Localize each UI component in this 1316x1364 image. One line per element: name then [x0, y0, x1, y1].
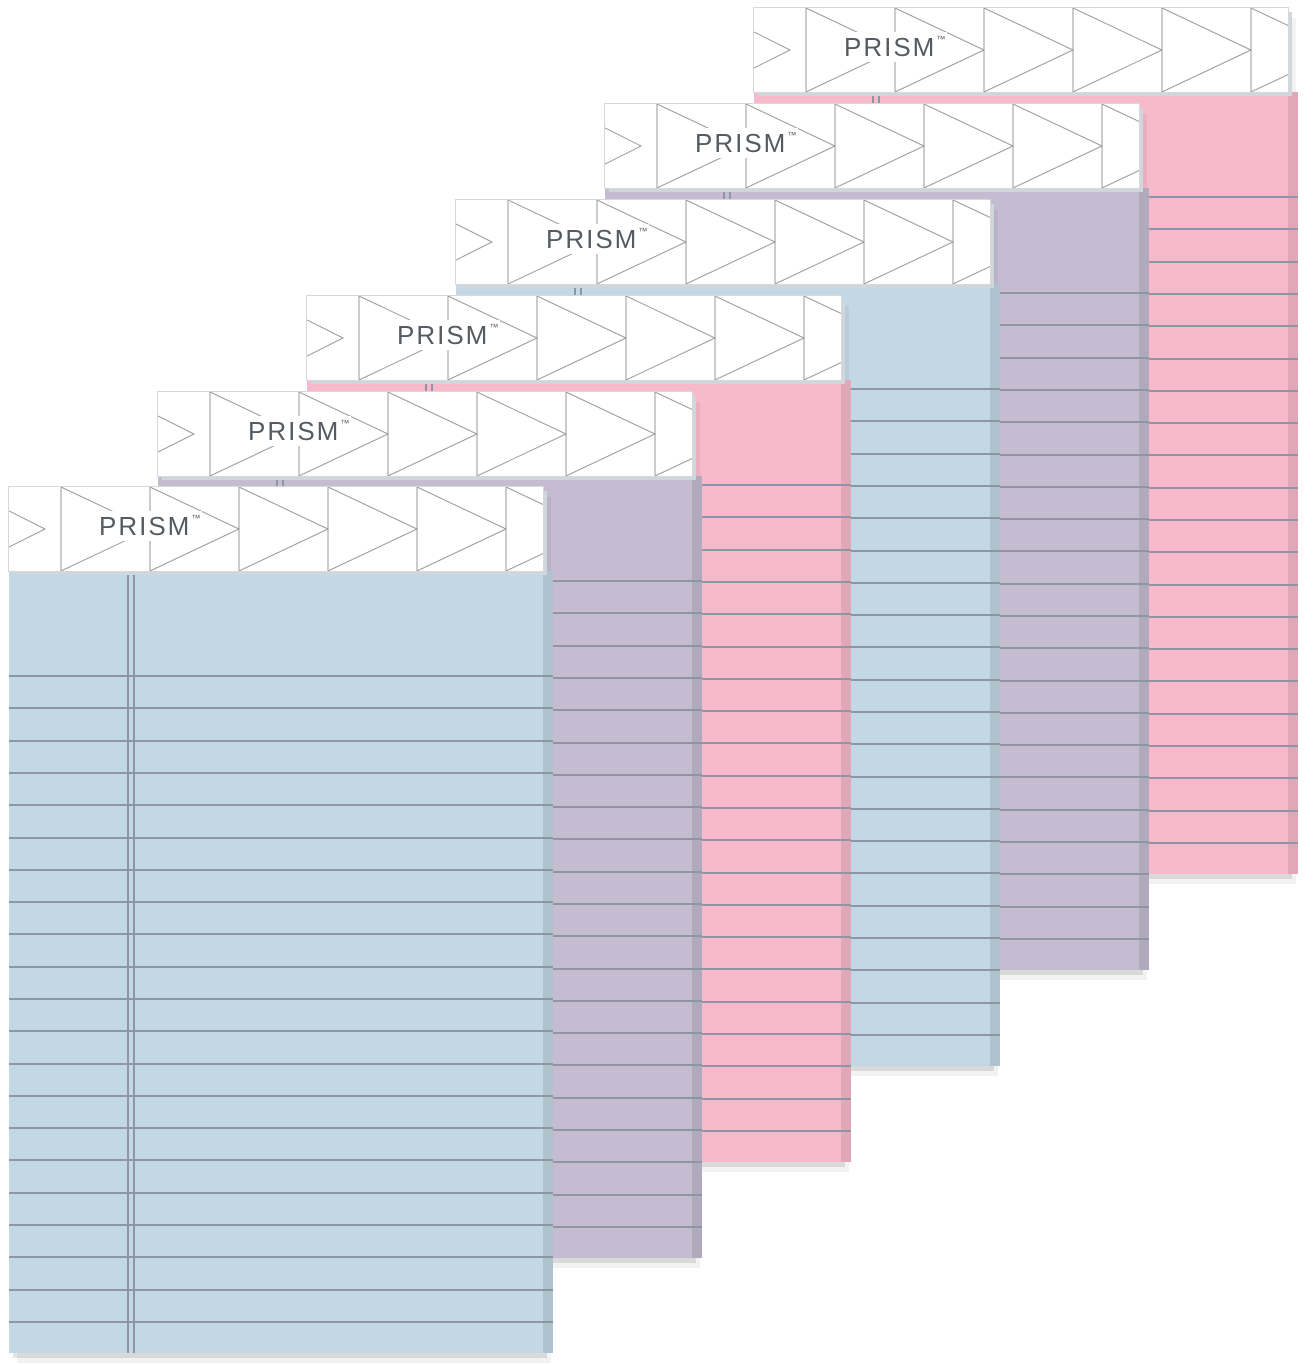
page-edge	[1288, 92, 1298, 874]
trademark-symbol: ™	[489, 322, 499, 332]
page-edge	[543, 571, 553, 1353]
pad-header: PRISM™	[754, 8, 1288, 92]
ruled-line	[9, 772, 553, 774]
notepad-blue: PRISM™	[9, 487, 553, 1353]
trademark-symbol: ™	[638, 226, 648, 236]
ruled-line	[9, 901, 553, 903]
brand-name: PRISM	[248, 416, 341, 446]
ruled-line	[9, 998, 553, 1000]
triangle-pattern	[158, 392, 692, 476]
brand-logo: PRISM™	[246, 416, 352, 446]
ruled-line	[9, 933, 553, 935]
ruled-line	[9, 966, 553, 968]
margin-line	[127, 571, 129, 1353]
page-edge	[692, 476, 702, 1258]
triangle-pattern	[9, 487, 543, 571]
brand-name: PRISM	[99, 511, 192, 541]
ruled-line	[9, 675, 553, 677]
page-edge	[1139, 188, 1149, 970]
triangle-pattern	[605, 104, 1139, 188]
ruled-line	[9, 1159, 553, 1161]
pad-header: PRISM™	[456, 200, 990, 284]
brand-name: PRISM	[397, 320, 490, 350]
ruled-line	[9, 804, 553, 806]
ruled-line	[9, 1256, 553, 1258]
pad-header: PRISM™	[158, 392, 692, 476]
ruled-line	[9, 740, 553, 742]
brand-logo: PRISM™	[395, 320, 501, 350]
pad-header: PRISM™	[9, 487, 543, 571]
margin-line	[133, 571, 135, 1353]
ruled-line	[9, 1063, 553, 1065]
ruled-line	[9, 1095, 553, 1097]
brand-name: PRISM	[546, 224, 639, 254]
ruled-line	[9, 1224, 553, 1226]
triangle-pattern	[307, 296, 841, 380]
ruled-line	[9, 869, 553, 871]
triangle-pattern	[456, 200, 990, 284]
ruled-line	[9, 1289, 553, 1291]
brand-logo: PRISM™	[693, 128, 799, 158]
ruled-line	[9, 837, 553, 839]
trademark-symbol: ™	[191, 513, 201, 523]
ruled-line	[9, 1192, 553, 1194]
brand-name: PRISM	[695, 128, 788, 158]
brand-logo: PRISM™	[842, 32, 948, 62]
trademark-symbol: ™	[787, 130, 797, 140]
brand-name: PRISM	[844, 32, 937, 62]
brand-logo: PRISM™	[544, 224, 650, 254]
page-edge	[990, 284, 1000, 1066]
pad-header: PRISM™	[307, 296, 841, 380]
page-edge	[841, 380, 851, 1162]
triangle-pattern	[754, 8, 1288, 92]
ruled-line	[9, 707, 553, 709]
trademark-symbol: ™	[936, 34, 946, 44]
paper-body	[9, 487, 543, 1353]
ruled-line	[9, 1030, 553, 1032]
ruled-line	[9, 1127, 553, 1129]
brand-logo: PRISM™	[97, 511, 203, 541]
pad-header: PRISM™	[605, 104, 1139, 188]
ruled-line	[9, 1321, 553, 1323]
trademark-symbol: ™	[340, 418, 350, 428]
